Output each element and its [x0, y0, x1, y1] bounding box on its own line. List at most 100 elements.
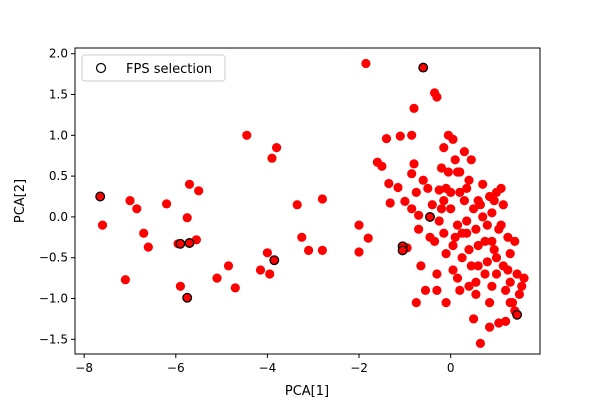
fps-selection-point — [418, 62, 429, 73]
data-point — [464, 175, 474, 185]
fps-selection-point — [95, 191, 106, 202]
data-point — [487, 208, 497, 218]
data-point — [414, 210, 424, 220]
data-point — [143, 242, 153, 252]
data-point — [478, 179, 488, 189]
data-point — [475, 200, 485, 210]
x-tick-label: 0 — [447, 361, 455, 375]
fps-points-group — [95, 62, 523, 320]
data-point — [262, 248, 272, 258]
data-point — [97, 220, 108, 230]
data-point — [473, 240, 483, 251]
data-point — [510, 236, 520, 246]
data-point — [471, 289, 481, 299]
data-point — [297, 232, 307, 242]
data-point — [162, 199, 172, 209]
data-point — [385, 198, 395, 208]
data-point — [427, 200, 437, 210]
legend-label-fps: FPS selection — [126, 62, 212, 77]
data-point — [184, 179, 195, 189]
data-point — [498, 200, 508, 210]
x-axis-label: PCA[1] — [285, 384, 329, 399]
data-point — [443, 167, 453, 177]
data-point — [407, 169, 417, 179]
data-point — [423, 183, 433, 193]
data-point — [292, 200, 302, 210]
data-point — [441, 183, 451, 193]
data-point — [439, 228, 449, 238]
y-tick-label: −0.5 — [39, 251, 68, 265]
data-point — [455, 167, 465, 177]
data-point — [457, 253, 467, 263]
data-point — [480, 269, 490, 279]
data-point — [457, 228, 467, 238]
data-point — [489, 245, 499, 255]
data-point — [132, 204, 142, 214]
data-point — [482, 257, 492, 267]
data-point — [462, 183, 472, 193]
data-point — [409, 159, 419, 169]
data-point — [242, 130, 252, 140]
data-point — [414, 224, 424, 234]
data-point — [230, 283, 240, 293]
data-point — [452, 220, 463, 230]
legend-marker-fps — [95, 62, 107, 74]
data-point — [393, 182, 403, 193]
data-point — [505, 298, 515, 308]
data-point — [400, 196, 410, 206]
data-point — [489, 196, 499, 206]
data-point — [354, 247, 364, 257]
data-point — [267, 153, 277, 163]
y-tick-label: 1.5 — [49, 88, 68, 102]
data-point — [471, 224, 481, 234]
data-point — [448, 265, 458, 275]
y-tick-label: −1.5 — [39, 332, 68, 346]
data-point — [473, 261, 483, 271]
y-tick-label: 1.0 — [49, 128, 68, 142]
data-point — [485, 322, 495, 332]
data-point — [455, 285, 465, 295]
data-point — [496, 220, 506, 230]
data-point — [439, 143, 449, 153]
data-point — [317, 194, 327, 204]
legend: FPS selection — [81, 54, 226, 82]
data-point — [125, 196, 135, 206]
data-point — [425, 232, 435, 242]
data-point — [265, 269, 275, 279]
data-point — [478, 212, 488, 222]
fps-selection-point — [512, 309, 523, 320]
data-point — [505, 249, 515, 259]
data-point — [514, 289, 525, 299]
data-point — [317, 245, 327, 255]
data-point — [455, 187, 465, 197]
axes-frame — [74, 47, 541, 355]
data-point — [304, 245, 314, 255]
data-point — [381, 134, 392, 144]
y-tick-label: 0.0 — [49, 210, 68, 224]
data-point — [450, 232, 460, 242]
data-point — [503, 265, 513, 275]
data-point — [450, 155, 460, 165]
data-point — [420, 285, 431, 295]
data-point — [487, 236, 497, 246]
y-tick-label: 0.5 — [49, 169, 68, 183]
data-point — [501, 316, 511, 326]
data-point — [482, 220, 492, 230]
fps-selection-point — [182, 292, 193, 303]
data-point — [432, 92, 442, 102]
data-point — [466, 155, 476, 165]
data-point — [395, 131, 405, 141]
data-point — [501, 285, 511, 295]
fps-selection-point — [425, 211, 435, 222]
data-point — [475, 338, 485, 348]
fps-selection-point — [184, 238, 195, 248]
data-point — [496, 183, 506, 193]
x-axis-ticks: −8 −6 −4 −2 0 — [75, 354, 454, 375]
data-point — [487, 281, 497, 291]
data-point — [464, 245, 474, 255]
data-point — [411, 187, 421, 197]
data-point — [434, 185, 444, 195]
data-point — [255, 265, 266, 275]
